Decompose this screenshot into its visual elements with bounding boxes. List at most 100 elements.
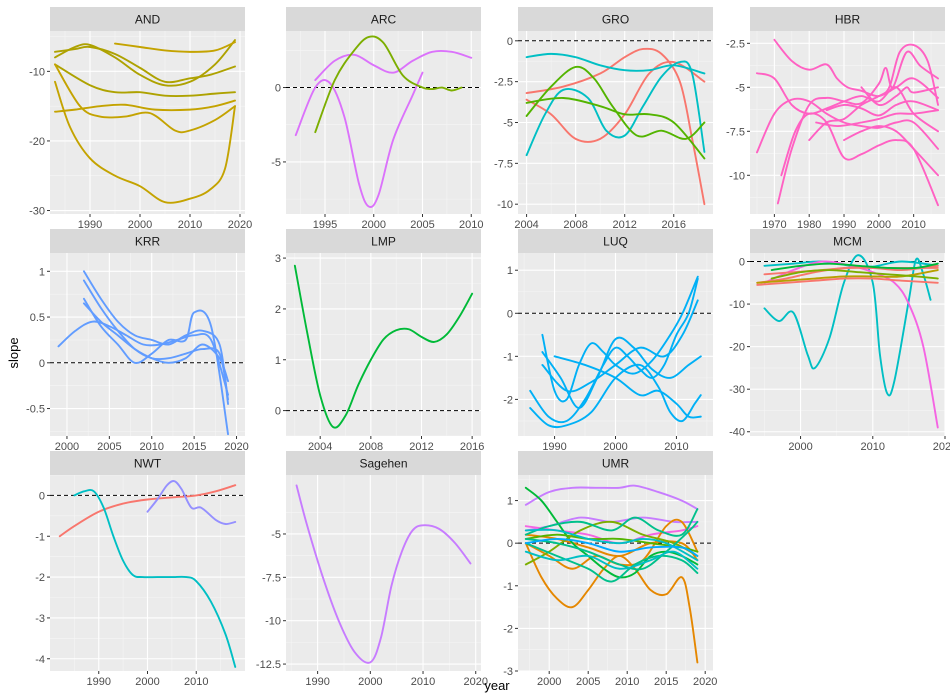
x-tick-label: 2010 (184, 676, 208, 688)
gridlines (518, 253, 713, 436)
facet-strip (518, 7, 713, 31)
facet-strip-label: Sagehen (359, 457, 407, 471)
x-tick-label: 2005 (410, 219, 434, 231)
series-line-11 (524, 542, 699, 583)
y-tick-label: -10 (729, 170, 745, 182)
y-tick-label: -20 (29, 136, 45, 148)
series-line-1 (294, 71, 424, 208)
panel-background (286, 475, 481, 671)
x-tick-label: 2010 (139, 441, 163, 453)
x-tick-label: 2010 (901, 219, 925, 231)
x-tick-label: 2016 (662, 219, 686, 231)
series-line-6 (808, 43, 939, 142)
series-group (57, 270, 229, 436)
y-tick-label: -2 (503, 623, 513, 635)
series-line-8 (825, 100, 939, 117)
series-group (54, 39, 236, 204)
series-line-4 (541, 299, 699, 393)
y-tick-label: -2 (503, 394, 513, 406)
facet-umr: UMR 2000 2005 2010 2015 2020 -3 -2 -1 0 1 (503, 451, 717, 688)
series-line-1 (57, 320, 229, 396)
series-line-3 (314, 35, 463, 134)
facet-sagehen: Sagehen 1990 2000 2010 2020 -12.5 -10 -7.5 -5 (256, 451, 488, 688)
facet-lmp: LMP 2004 2008 2012 2016 0 1 2 3 (275, 229, 484, 453)
facet-strip (50, 7, 245, 31)
y-tick-label: -10 (497, 199, 513, 211)
series-line-2 (525, 60, 706, 143)
series-line-1 (295, 484, 472, 664)
facet-strip (286, 229, 481, 253)
y-tick-label: -2 (35, 572, 45, 584)
series-line-7 (815, 109, 939, 127)
series-group (293, 264, 474, 429)
panel-background (518, 475, 713, 671)
y-tick-label: -7.5 (262, 572, 281, 584)
y-tick-label: -3 (503, 666, 513, 678)
y-tick-label: -10 (265, 616, 281, 628)
series-line-6 (756, 269, 939, 284)
y-tick-label: -5 (271, 157, 281, 169)
facet-mcm: MCM 2000 2010 2020 -40 -30 -20 -10 0 (729, 229, 950, 453)
y-tick-label: -1 (503, 581, 513, 593)
series-line-4 (525, 60, 706, 157)
facet-strip (518, 229, 713, 253)
y-tick-label: 0 (275, 406, 281, 418)
y-tick-label: 0 (39, 358, 45, 370)
y-tick-label: 0 (507, 36, 513, 48)
series-line-10 (524, 508, 699, 537)
y-tick-label: -40 (729, 427, 745, 439)
x-tick-label: 2000 (358, 676, 382, 688)
facet-strip (50, 229, 245, 253)
y-tick-label: 0 (507, 308, 513, 320)
facet-strip-label: LMP (371, 235, 396, 249)
series-line-9 (524, 520, 699, 566)
y-tick-label: 0 (507, 538, 513, 550)
x-tick-label: 2012 (409, 441, 433, 453)
series-line-4 (114, 41, 236, 53)
y-tick-label: 1 (507, 496, 513, 508)
series-line-2 (541, 275, 699, 403)
series-group (295, 484, 472, 664)
x-tick-label: 2004 (308, 441, 332, 453)
y-tick-label: -20 (729, 342, 745, 354)
y-tick-label: -0.5 (26, 404, 45, 416)
series-line-2 (756, 97, 939, 154)
panel-background (50, 31, 245, 214)
gridlines (750, 253, 945, 436)
y-tick-label: -1 (503, 351, 513, 363)
y-tick-label: 1 (39, 266, 45, 278)
x-tick-label: 2016 (460, 441, 484, 453)
series-group (525, 47, 706, 206)
facet-strip-label: MCM (833, 235, 862, 249)
y-tick-label: -30 (729, 384, 745, 396)
facet-hbr: HBR 1970 1980 1990 2000 2010 -10 -7.5 -5 -2.5 (726, 7, 945, 231)
series-group (524, 484, 699, 664)
facet-strip-label: NWT (134, 457, 162, 471)
series-line-4 (776, 50, 939, 205)
x-tick-label: 2005 (576, 676, 600, 688)
y-tick-label: -1 (35, 531, 45, 543)
facet-strip-label: AND (135, 13, 161, 27)
series-line-7 (54, 80, 236, 204)
series-line-15 (524, 537, 699, 557)
y-tick-label: -2.5 (494, 77, 513, 89)
x-tick-label: 2010 (178, 219, 202, 231)
x-tick-label: 2020 (228, 219, 252, 231)
y-tick-label: -10 (729, 299, 745, 311)
x-tick-label: 2000 (362, 219, 386, 231)
series-line-1 (525, 47, 706, 206)
series-line-6 (525, 97, 706, 160)
x-tick-label: 2000 (128, 219, 152, 231)
facet-strip-label: ARC (371, 13, 397, 27)
y-tick-label: 0 (739, 257, 745, 269)
series-line-2 (314, 49, 473, 82)
series-line-3 (146, 480, 237, 525)
y-tick-label: 0.5 (30, 312, 45, 324)
y-axis-title: slope (6, 337, 21, 368)
y-tick-label: 1 (507, 265, 513, 277)
facet-krr: KRR 2000 2005 2010 2015 2020 -0.5 0 0.5 1 (26, 229, 249, 453)
y-tick-label: 0 (275, 83, 281, 95)
series-group (58, 480, 237, 668)
y-tick-label: -5 (271, 529, 281, 541)
facet-nwt: NWT 1990 2000 2010 -4 -3 -2 -1 0 (35, 451, 245, 688)
